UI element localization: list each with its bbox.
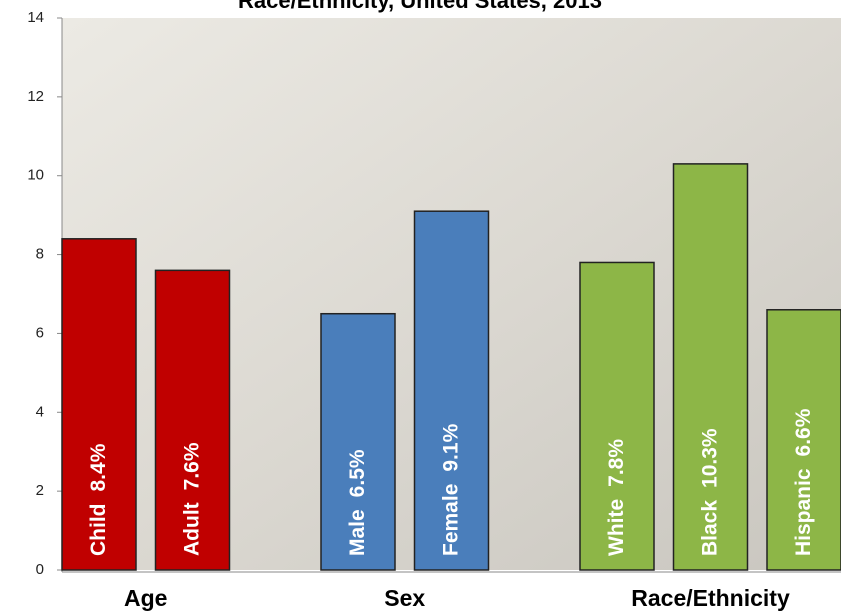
bar-label: Adult 7.6%	[180, 442, 203, 556]
bar	[61, 238, 137, 571]
bar-value-label: 7.6%	[180, 442, 203, 490]
y-tick-label: 4	[36, 403, 44, 420]
group-label: Race/Ethnicity	[631, 585, 790, 611]
bar-category: Black	[698, 500, 721, 556]
y-tick-label: 8	[36, 246, 44, 263]
bar-category: White	[605, 499, 628, 556]
y-tick-label: 2	[36, 482, 44, 499]
y-tick-label: 0	[36, 561, 44, 578]
group-label: Age	[124, 585, 167, 611]
bar-category: Adult	[180, 502, 203, 556]
group-label: Sex	[384, 585, 425, 611]
bar-value-label: 8.4%	[87, 443, 110, 491]
bar-value-label: 9.1%	[439, 423, 462, 471]
bar-label: Male 6.5%	[346, 449, 369, 556]
bar	[413, 210, 490, 571]
bar	[154, 269, 231, 571]
chart-title: Race/Ethnicity, United States, 2013	[238, 0, 602, 13]
bar-label: Female 9.1%	[439, 423, 462, 556]
bar-value-label: 10.3%	[698, 428, 721, 488]
y-tick-label: 14	[27, 9, 44, 26]
bar-label: Child 8.4%	[87, 443, 110, 556]
y-tick-label: 6	[36, 324, 44, 341]
bar-value-label: 6.5%	[346, 449, 369, 497]
bar-value-label: 6.6%	[792, 408, 815, 456]
y-tick-label: 10	[27, 167, 44, 184]
bar-category: Hispanic	[792, 468, 815, 556]
bar	[672, 163, 749, 571]
bar	[766, 309, 841, 571]
bar-label: White 7.8%	[605, 439, 628, 556]
bar-label: Black 10.3%	[698, 428, 721, 556]
bar-label: Hispanic 6.6%	[792, 408, 815, 556]
bar-category: Male	[346, 509, 369, 556]
y-tick-label: 12	[27, 88, 44, 105]
bar	[579, 261, 655, 571]
bar-category: Child	[87, 504, 110, 557]
bar-value-label: 7.8%	[605, 439, 628, 487]
bar	[320, 312, 396, 571]
bar-category: Female	[439, 484, 462, 556]
